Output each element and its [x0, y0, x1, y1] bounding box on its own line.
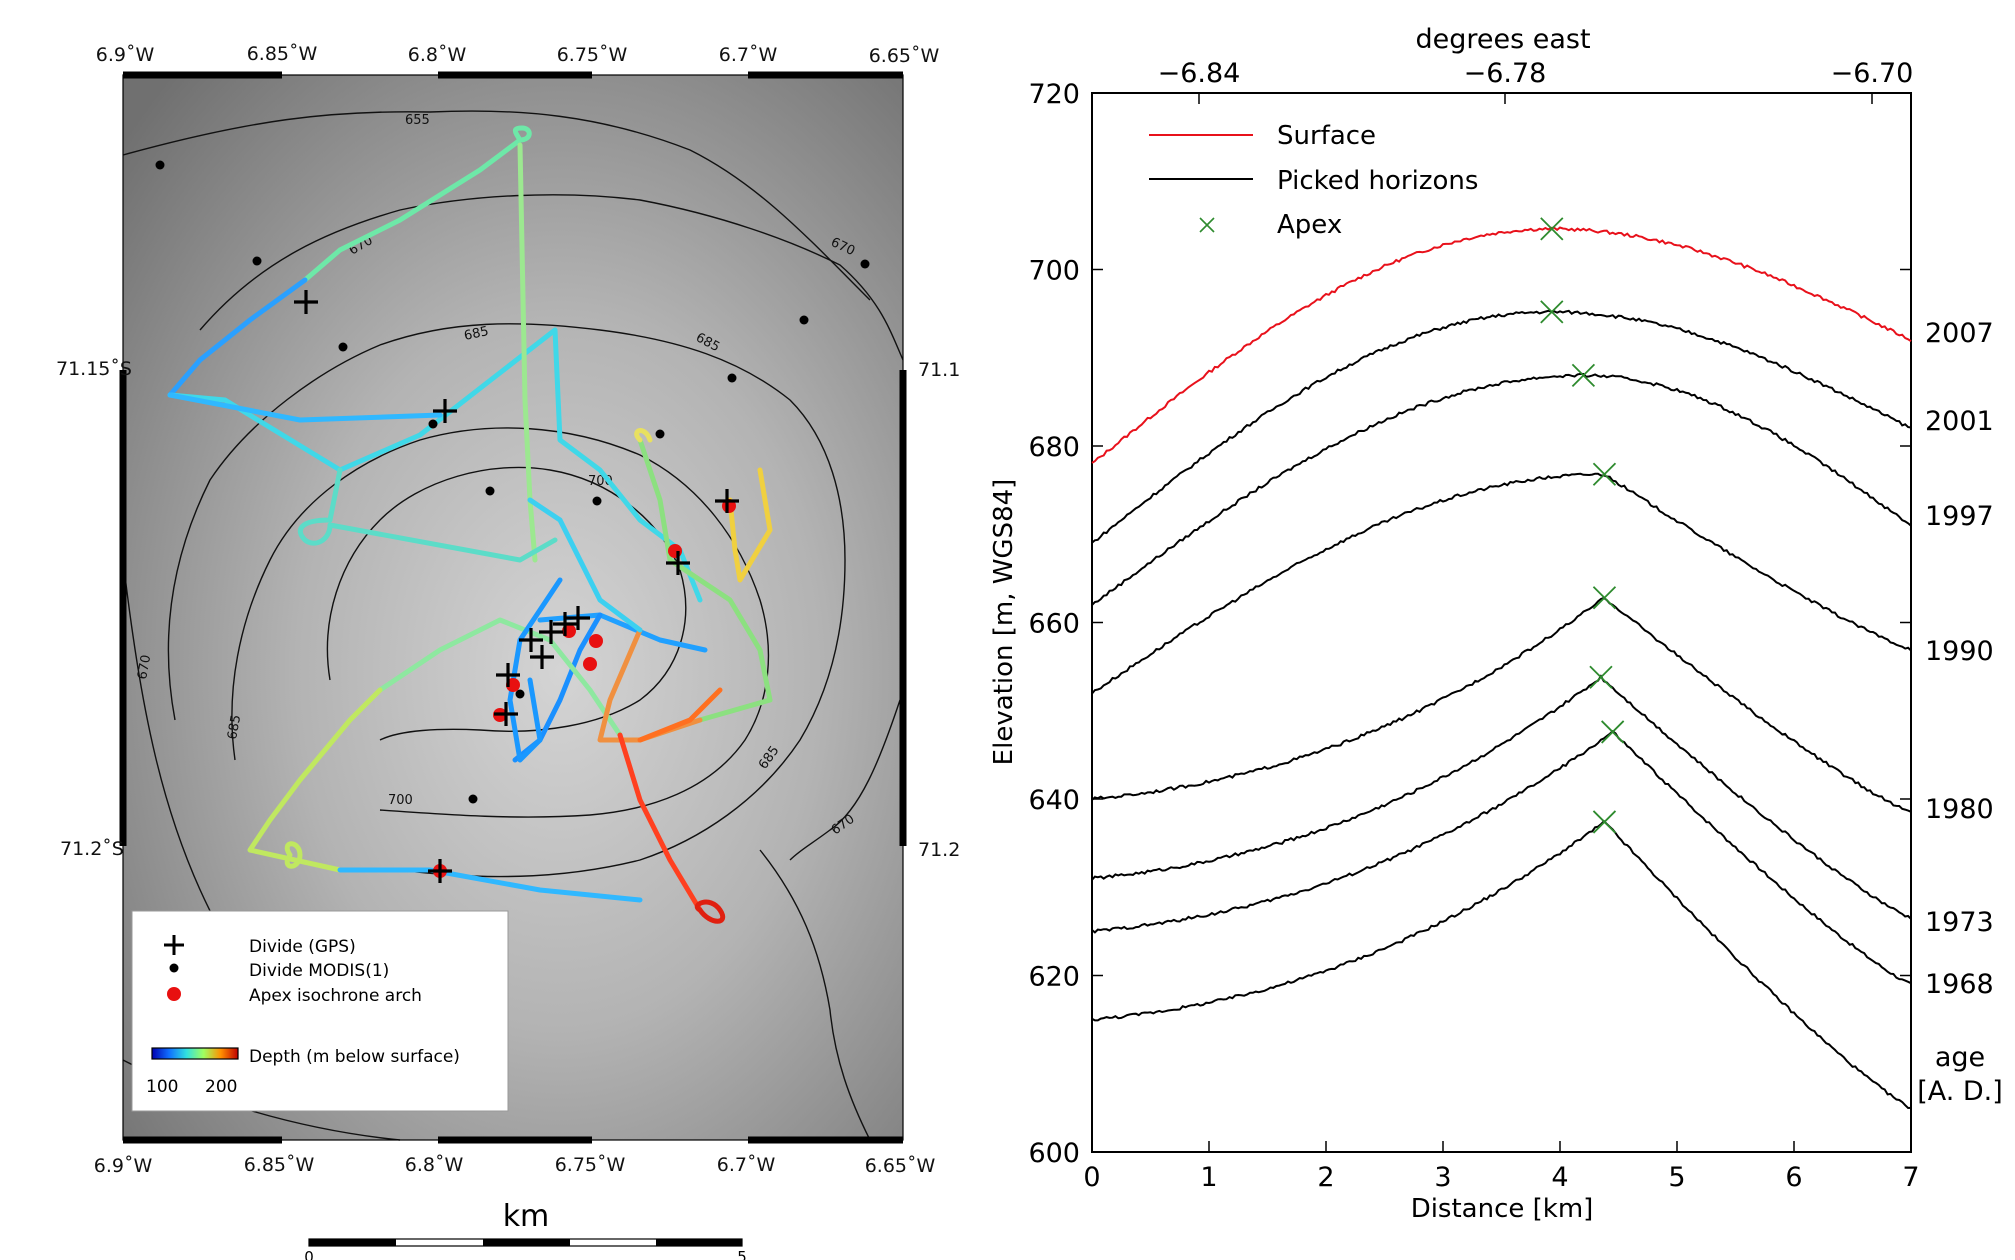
top-tick-label: −6.84: [1158, 58, 1241, 89]
map-x-tick-bottom: 6.75˚W: [555, 1154, 626, 1176]
gps-track: [167, 125, 773, 924]
series-line-surface: [1091, 226, 1912, 464]
colorbar: [151, 1047, 239, 1060]
colorbar-tick: 100: [146, 1077, 178, 1097]
legend-label: Surface: [1277, 121, 1376, 151]
series-line-1968: [1091, 819, 1912, 1110]
map-legend: Divide (GPS) Divide MODIS(1) Apex isochr…: [131, 910, 509, 1112]
colorbar-label: Depth (m below surface): [249, 1047, 460, 1067]
contour-label: 685: [463, 324, 490, 344]
x-tick-label: 4: [1551, 1162, 1568, 1193]
contour-label: 655: [405, 113, 430, 128]
map-x-tick-top: 6.9˚W: [96, 44, 155, 66]
apex-marker: [1540, 217, 1564, 241]
age-label: 2007: [1925, 318, 1994, 349]
map-x-tick-bottom: 6.65˚W: [865, 1155, 936, 1177]
series-line-2007: [1091, 309, 1912, 544]
apex-layer: [1540, 217, 1625, 834]
y-tick-label: 680: [1028, 432, 1080, 463]
apex-marker: [1592, 462, 1617, 486]
y-tick-label: 720: [1028, 79, 1080, 110]
legend-red-dot-icon: [167, 987, 181, 1001]
right-axis-title: age: [1935, 1042, 1985, 1073]
legend-label: Divide MODIS(1): [249, 961, 389, 981]
map-x-tick-bottom: 6.9˚W: [94, 1155, 153, 1177]
map-x-tick-top: 6.7˚W: [719, 44, 778, 66]
age-label: 1973: [1925, 907, 1994, 938]
series-line-1990: [1091, 596, 1912, 813]
scalebar-tick: 0: [304, 1248, 314, 1260]
age-label: 1968: [1925, 969, 1994, 1000]
apex-marker: [1592, 586, 1617, 610]
series-line-1973: [1091, 730, 1912, 985]
top-axis-title: degrees east: [1415, 24, 1590, 55]
chart-legend: Surface Picked horizons Apex: [1149, 121, 1478, 240]
map-x-tick-bottom: 6.8˚W: [405, 1154, 464, 1176]
x-tick-label: 3: [1434, 1162, 1451, 1193]
map-x-tick-top: 6.65˚W: [869, 45, 940, 67]
map-x-tick-bottom: 6.7˚W: [717, 1154, 776, 1176]
x-tick-label: 2: [1317, 1162, 1334, 1193]
y-tick-label: 660: [1028, 609, 1080, 640]
legend-label: Divide (GPS): [249, 937, 356, 957]
map-y-tick-left: 71.2˚S: [60, 838, 124, 860]
colorbar-tick: 200: [205, 1077, 237, 1097]
y-tick-label: 640: [1028, 785, 1080, 816]
map-frame: [119, 71, 907, 1144]
scalebar: km 0 5: [304, 1199, 747, 1260]
series-line-2001: [1091, 372, 1912, 606]
right-axis-title: [A. D.]: [1917, 1076, 2003, 1107]
map-y-tick-right: 71.2: [918, 839, 960, 861]
x-ticks: 0 1 2 3 4 5 6 7: [1083, 1141, 1920, 1193]
gps-divide-crosses: [294, 290, 739, 883]
x-tick-label: 5: [1668, 1162, 1685, 1193]
series-line-1980: [1091, 674, 1912, 920]
series-line-1997: [1091, 472, 1912, 695]
legend-label: Apex isochrone arch: [249, 986, 422, 1006]
top-tick-label: −6.70: [1831, 58, 1914, 89]
map-x-tick-bottom: 6.85˚W: [244, 1154, 315, 1176]
age-label: 1990: [1925, 636, 1994, 667]
y-tick-label: 620: [1028, 962, 1080, 993]
top-tick-label: −6.78: [1464, 58, 1547, 89]
modis-points: [155, 160, 870, 804]
age-label: 2001: [1925, 406, 1994, 437]
legend-cross-icon: [164, 935, 184, 955]
map-x-tick-top: 6.85˚W: [247, 43, 318, 65]
map-x-tick-top: 6.8˚W: [408, 44, 467, 66]
map-y-tick-right: 71.1: [918, 359, 960, 381]
y-tick-label: 600: [1028, 1138, 1080, 1169]
top-ticks: [1198, 93, 1873, 104]
y-tick-label: 700: [1028, 256, 1080, 287]
x-axis-title: Distance [km]: [1411, 1194, 1594, 1224]
contour-label: 700: [388, 793, 413, 808]
x-tick-label: 7: [1902, 1162, 1919, 1193]
contour-label: 685: [225, 714, 244, 741]
elevation-profile-chart: Elevation [m, WGS84] Distance [km] degre…: [989, 24, 2003, 1224]
age-label: 1980: [1925, 794, 1994, 825]
plot-frame: [1091, 92, 1912, 1153]
x-tick-label: 6: [1785, 1162, 1802, 1193]
map-y-tick-left: 71.15˚S: [56, 358, 132, 380]
divide-map: 655 670 670 685 685 700 670 685 685 700 …: [56, 43, 960, 1260]
scalebar-unit: km: [503, 1199, 550, 1234]
apex-marker: [1589, 665, 1613, 689]
map-x-tick-top: 6.75˚W: [557, 44, 628, 66]
legend-label: Apex: [1277, 210, 1342, 240]
apex-marker: [1592, 810, 1617, 834]
apex-marker: [1540, 300, 1564, 324]
legend-apex-marker: [1199, 217, 1215, 233]
age-label: 1997: [1925, 501, 1994, 532]
right-labels: 2007 2001 1997 1990 1980 1973 1968: [1925, 318, 1994, 1000]
y-ticks: 600 620 640 660 680 700 720: [1028, 79, 1911, 1169]
x-tick-label: 0: [1083, 1162, 1100, 1193]
x-tick-label: 1: [1200, 1162, 1217, 1193]
contour-label: 670: [135, 654, 154, 681]
apex-marker: [1571, 363, 1596, 388]
apex-marker: [1601, 720, 1625, 744]
legend-dot-icon: [169, 963, 179, 973]
series-layer: [1091, 226, 1912, 1110]
scalebar-tick: 5: [737, 1248, 747, 1260]
legend-label: Picked horizons: [1277, 166, 1478, 196]
